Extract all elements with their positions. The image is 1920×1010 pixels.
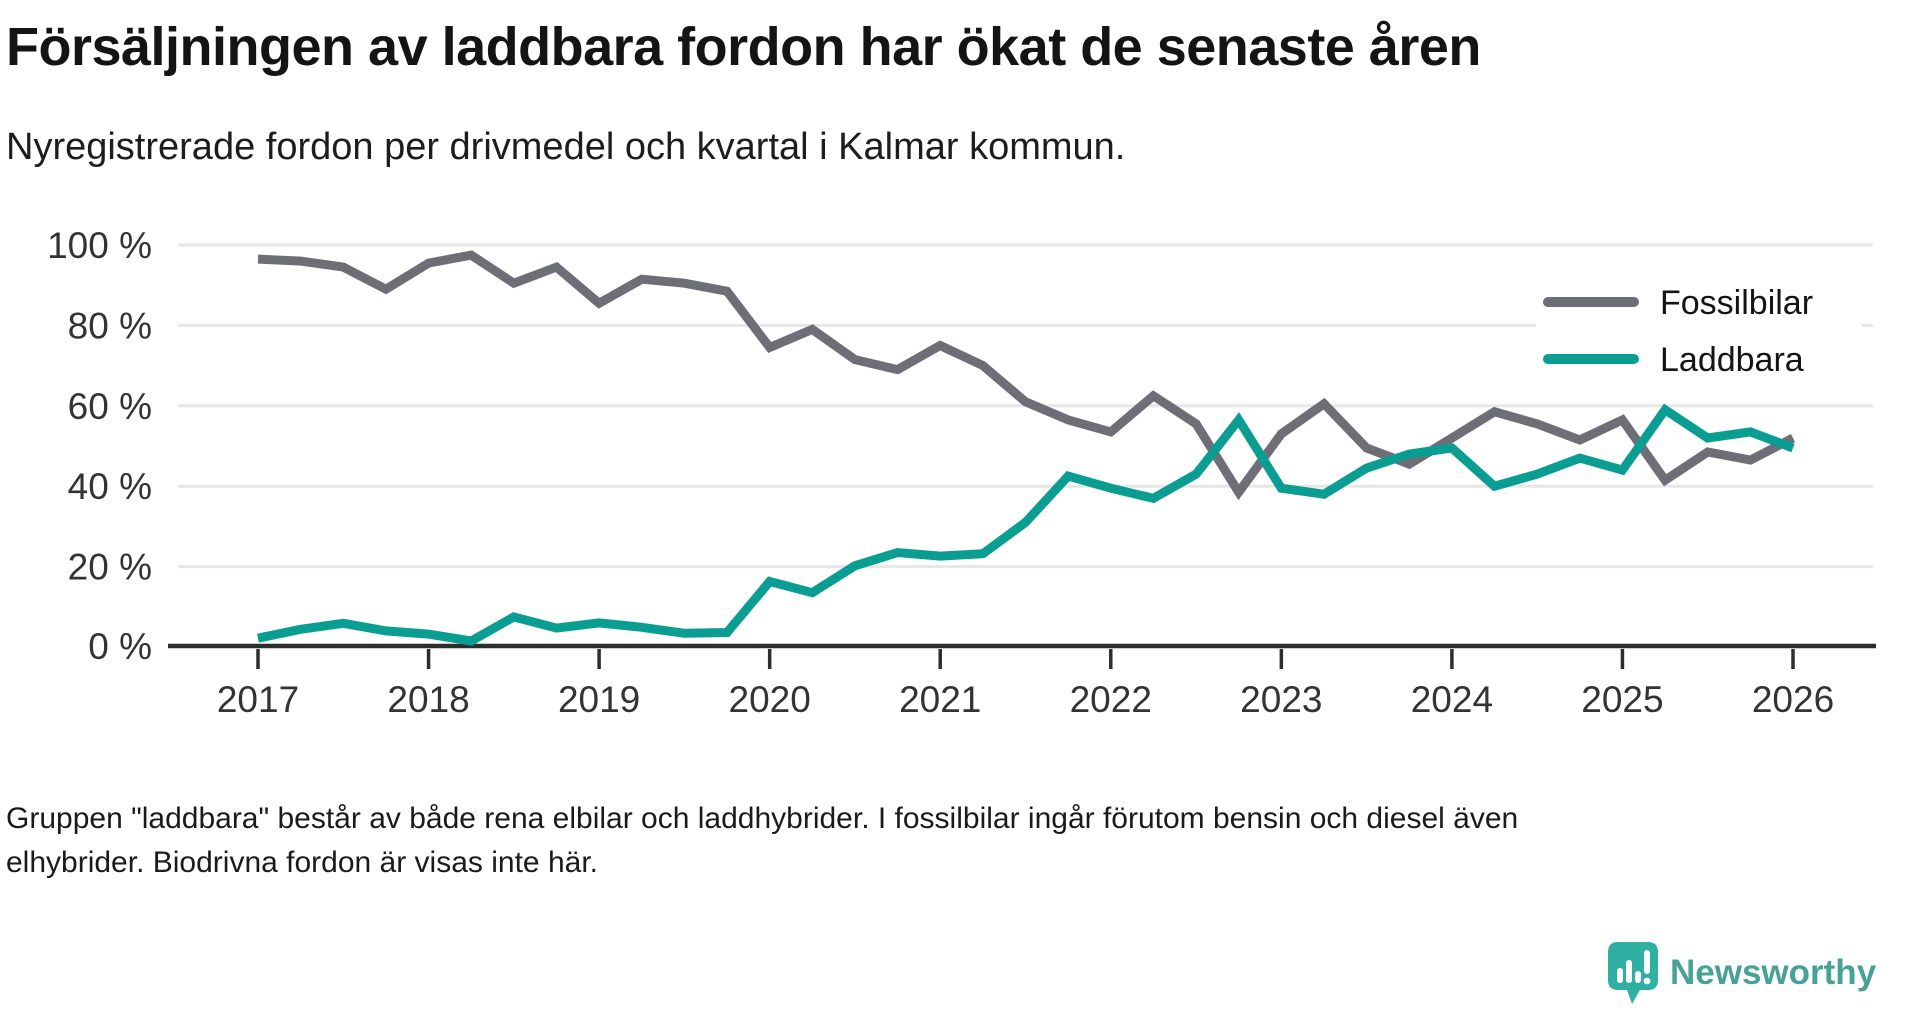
chart-footnote: Gruppen "laddbara" består av både rena e… [6, 797, 1886, 885]
chart-subtitle: Nyregistrerade fordon per drivmedel och … [6, 126, 1126, 168]
x-tick-label: 2020 [729, 679, 811, 720]
x-tick-label: 2021 [899, 679, 981, 720]
y-tick-label: 60 % [68, 386, 152, 427]
x-tick-label: 2026 [1752, 679, 1834, 720]
newsworthy-logo-text: Newsworthy [1670, 953, 1877, 992]
y-tick-label: 0 % [88, 626, 152, 667]
y-tick-label: 100 % [47, 225, 152, 266]
footnote-line-1: Gruppen "laddbara" består av både rena e… [6, 802, 1519, 835]
x-tick-label: 2022 [1070, 679, 1152, 720]
x-tick-label: 2017 [217, 679, 299, 720]
line-chart: 100 % 80 % 60 % 40 % 20 % 0 % 2017 2018 2019 2020… [47, 225, 1876, 720]
x-tick-label: 2023 [1240, 679, 1322, 720]
newsworthy-logo-mark [1608, 942, 1658, 1004]
newsworthy-logo: Newsworthy [1608, 942, 1877, 1004]
y-tick-label: 80 % [68, 305, 152, 346]
x-tick-label: 2024 [1411, 679, 1493, 720]
x-tick-label: 2019 [558, 679, 640, 720]
y-tick-label: 20 % [68, 547, 152, 588]
series-line-fossilbilar [257, 250, 1796, 501]
series-line-laddbara [257, 403, 1795, 646]
x-tick-label: 2018 [387, 679, 469, 720]
legend-label-laddbara: Laddbara [1660, 341, 1804, 379]
footnote-line-2: elhybrider. Biodrivna fordon är visas in… [6, 846, 598, 879]
legend-label-fossilbilar: Fossilbilar [1660, 284, 1813, 322]
chart-title: Försäljningen av laddbara fordon har öka… [6, 17, 1481, 77]
y-tick-label: 40 % [68, 466, 152, 507]
x-tick-label: 2025 [1581, 679, 1663, 720]
